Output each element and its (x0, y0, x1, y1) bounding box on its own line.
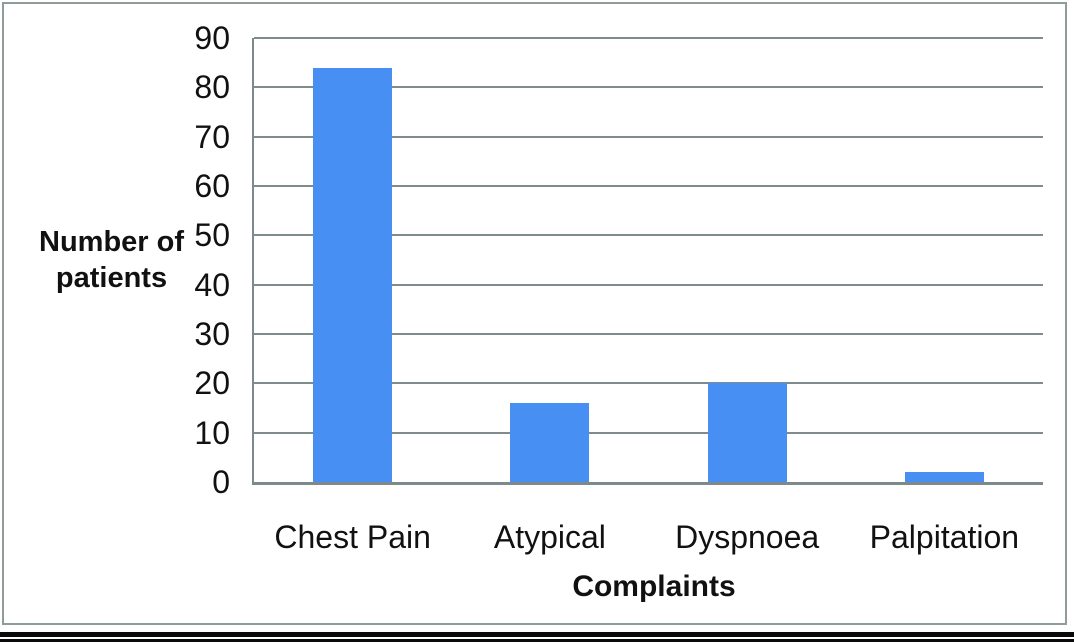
y-tick-label-50: 50 (194, 217, 230, 254)
x-category-label-dyspnoea: Dyspnoea (675, 519, 820, 555)
gridline-y-10 (254, 431, 1043, 434)
y-axis-tick-labels: 90 80 70 60 50 40 30 20 10 0 (4, 20, 240, 500)
bar-dyspnoea (708, 383, 787, 482)
x-category-label-atypical: Atypical (493, 519, 606, 555)
y-tick-label-20: 20 (194, 365, 230, 402)
y-tick-label-80: 80 (194, 69, 230, 106)
x-axis-title: Complaints (572, 570, 736, 603)
gridline-y-40 (254, 283, 1043, 286)
gridline-y-20 (254, 382, 1043, 385)
bar-palpitation (905, 472, 984, 482)
x-axis-category-labels: Chest Pain Atypical Dyspnoea Palpitation (254, 516, 1043, 558)
y-tick-label-40: 40 (194, 266, 230, 303)
y-tick-label-10: 10 (194, 414, 230, 451)
x-category-label-chest-pain: Chest Pain (274, 519, 431, 555)
gridline-y-80 (254, 86, 1043, 89)
y-axis-title-line-1: Number of (39, 226, 184, 258)
gridline-y-70 (254, 135, 1043, 138)
gridline-y-30 (254, 333, 1043, 335)
figure-bottom-rule-thin (0, 639, 1074, 642)
figure-bottom-rule-thick (0, 632, 1074, 637)
chart-frame: Number of patients 90 80 70 60 50 40 30 20 10 0 C… (2, 2, 1067, 625)
y-tick-label-70: 70 (194, 118, 230, 155)
y-tick-label-0: 0 (212, 464, 230, 500)
x-category-label-palpitation: Palpitation (869, 519, 1020, 555)
y-tick-label-90: 90 (194, 20, 230, 56)
y-axis-title: Number of patients (4, 224, 219, 296)
y-tick-label-60: 60 (194, 168, 230, 204)
plot-area (252, 37, 1043, 485)
y-tick-label-30: 30 (194, 316, 230, 352)
bar-atypical (510, 403, 589, 482)
gridline-y-90 (254, 37, 1043, 39)
gridline-y-50 (254, 234, 1043, 237)
y-axis-title-line-2: patients (55, 262, 168, 294)
gridline-y-60 (254, 185, 1043, 187)
bar-chest-pain (313, 67, 392, 482)
